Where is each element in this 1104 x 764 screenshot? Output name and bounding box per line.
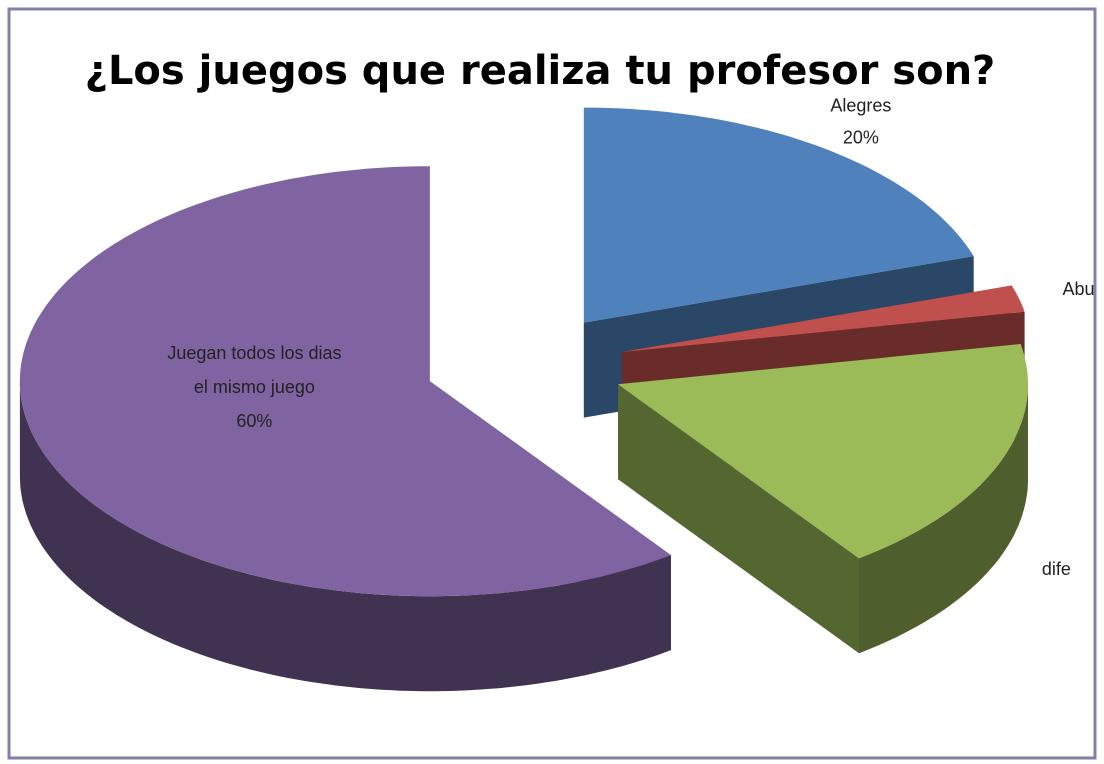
slice-side bbox=[859, 384, 1028, 654]
slice bbox=[583, 107, 974, 323]
slice bbox=[19, 166, 671, 597]
value-label: 20% bbox=[843, 127, 879, 147]
slice bbox=[621, 285, 1025, 352]
slice-side bbox=[19, 381, 671, 692]
slice bbox=[618, 344, 1028, 559]
category-label: dife bbox=[1042, 559, 1071, 579]
category-label: Juegan todos los dias el mismo juego bbox=[167, 343, 342, 398]
value-label: 60% bbox=[236, 411, 273, 432]
chart-title: ¿Los juegos que realiza tu profesor son? bbox=[85, 48, 996, 94]
slice-side bbox=[618, 384, 859, 654]
category-label: Alegres bbox=[830, 95, 891, 115]
data-label-box: Juegan todos los dias el mismo juego 60% bbox=[167, 343, 342, 432]
category-label: Abu bbox=[1063, 279, 1095, 299]
